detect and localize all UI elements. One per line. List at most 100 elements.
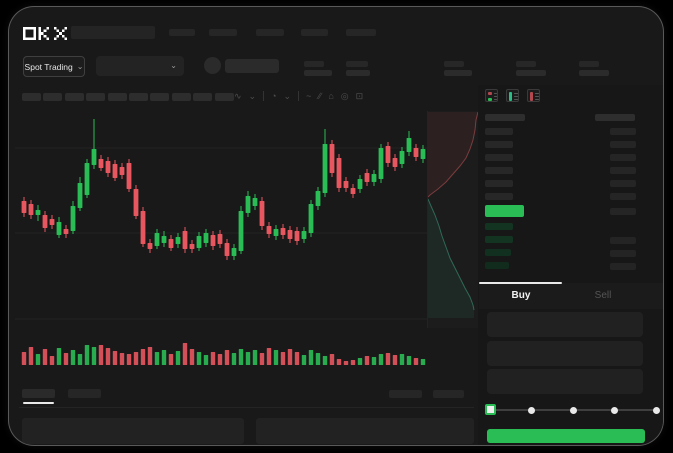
history-tab-skeleton[interactable] <box>68 389 101 398</box>
bottom-action-skeleton-1[interactable] <box>389 390 422 398</box>
ask-row-amount-skeleton-3[interactable] <box>610 154 636 161</box>
nav-item-skeleton-5[interactable] <box>346 29 376 36</box>
amount-input-skeleton[interactable] <box>487 341 643 366</box>
stat-value-skeleton-4 <box>516 70 546 76</box>
bid-row-price-skeleton-1[interactable] <box>485 223 513 230</box>
timeframe-button-skeleton-4[interactable] <box>86 93 105 101</box>
icon-mark <box>535 99 539 100</box>
nav-item-skeleton-1[interactable] <box>169 29 195 36</box>
ask-row-price-skeleton-2[interactable] <box>485 141 513 148</box>
coin-avatar[interactable] <box>204 57 221 74</box>
toolbar-divider <box>298 91 300 101</box>
timeframe-button-skeleton-10[interactable] <box>215 93 234 101</box>
timeframe-button-skeleton-1[interactable] <box>22 93 41 101</box>
slider-stop-2[interactable] <box>528 406 535 414</box>
last-price-highlight[interactable] <box>485 205 524 217</box>
market-type-label: Spot Trading <box>24 61 73 72</box>
bid-row-price-skeleton-4[interactable] <box>485 262 509 269</box>
slider-stop-3[interactable] <box>569 406 577 414</box>
timeframe-button-skeleton-8[interactable] <box>172 93 191 101</box>
slider-stop-4[interactable] <box>611 406 618 414</box>
timeframe-button-skeleton-6[interactable] <box>129 93 148 101</box>
ask-row-price-skeleton-5[interactable] <box>485 180 513 187</box>
buy-submit-button[interactable] <box>487 429 645 443</box>
timeframe-button-skeleton-5[interactable] <box>108 93 127 101</box>
market-type-selector[interactable]: Spot Trading ⌄ <box>23 56 85 77</box>
stat-value-skeleton-5 <box>579 70 609 76</box>
slider-handle[interactable] <box>484 404 496 415</box>
ask-row-amount-skeleton-6[interactable] <box>610 193 636 200</box>
stat-label-skeleton-2 <box>346 61 368 67</box>
bid-row-amount-skeleton-4[interactable] <box>610 263 636 270</box>
toolbar-divider <box>263 91 265 101</box>
total-input-skeleton[interactable] <box>487 369 643 394</box>
depth-chart <box>427 111 479 318</box>
bottom-active-tab-indicator <box>23 402 54 404</box>
order-history-box-skeleton <box>256 418 474 444</box>
stat-label-skeleton-5 <box>579 61 599 67</box>
settings-icon[interactable]: ◎ <box>340 90 349 101</box>
icon-mark <box>514 96 518 97</box>
icon-mark <box>514 99 518 100</box>
pair-selector[interactable]: ⌄ <box>96 56 184 76</box>
tab-sell[interactable]: Sell <box>594 290 612 301</box>
ask-row-amount-skeleton-1[interactable] <box>610 128 636 135</box>
interval-icon[interactable]: ◔ <box>271 91 277 101</box>
chevron-down-icon: ⌄ <box>170 61 177 70</box>
stat-value-skeleton-2 <box>346 70 370 76</box>
orders-tab-skeleton[interactable] <box>22 389 55 398</box>
slider-stop-5[interactable] <box>652 406 660 414</box>
last-price-amount-skeleton <box>610 208 636 215</box>
interval-chevron-icon[interactable]: ⌄ <box>283 90 292 101</box>
nav-item-skeleton-4[interactable] <box>301 29 328 36</box>
bid-row-price-skeleton-2[interactable] <box>485 236 513 243</box>
bid-row-amount-skeleton-3[interactable] <box>610 250 636 257</box>
bid-row-amount-skeleton-2[interactable] <box>610 237 636 244</box>
ask-row-price-skeleton-4[interactable] <box>485 167 513 174</box>
screenshot-icon[interactable]: ⌂ <box>328 91 334 101</box>
tab-buy[interactable]: Buy <box>511 290 531 301</box>
ask-row-price-skeleton-1[interactable] <box>485 128 513 135</box>
icon-mark <box>494 93 497 94</box>
bid-row-price-skeleton-3[interactable] <box>485 249 511 256</box>
timeframe-button-skeleton-9[interactable] <box>193 93 212 101</box>
timeframe-button-skeleton-3[interactable] <box>65 93 84 101</box>
device-frame: Spot Trading ⌄ ⌄ ∿ ⌄ ◔ ⌄ ~ ∕∕ ⌂ ◎ ⊡ <box>8 6 664 446</box>
bottom-divider <box>19 407 474 408</box>
candlestick-chart[interactable] <box>15 109 429 393</box>
fullscreen-icon[interactable]: ⊡ <box>355 90 364 101</box>
nav-item-skeleton-2[interactable] <box>209 29 237 36</box>
nav-item-skeleton-3[interactable] <box>256 29 284 36</box>
indicator-icon[interactable]: ~ <box>306 91 312 101</box>
timeframe-button-skeleton-7[interactable] <box>150 93 169 101</box>
active-tab-indicator <box>479 282 562 284</box>
ask-row-amount-skeleton-2[interactable] <box>610 141 636 148</box>
depth-chart-panel <box>427 111 479 328</box>
icon-mark <box>509 92 512 101</box>
trade-tabbar <box>479 283 663 309</box>
icon-mark <box>535 93 539 94</box>
ask-row-price-skeleton-6[interactable] <box>485 193 513 200</box>
icon-mark <box>488 92 492 95</box>
stat-label-skeleton-4 <box>516 61 536 67</box>
okx-logo[interactable] <box>23 27 67 40</box>
compare-icon[interactable]: ∕∕ <box>318 91 322 101</box>
book-asks-icon[interactable] <box>527 89 540 102</box>
ask-row-amount-skeleton-5[interactable] <box>610 180 636 187</box>
bottom-action-skeleton-2[interactable] <box>433 390 464 398</box>
chart-type-chevron-icon[interactable]: ⌄ <box>248 90 257 101</box>
book-all-icon[interactable] <box>485 89 498 102</box>
icon-mark <box>494 99 497 100</box>
price-input-skeleton[interactable] <box>487 312 643 337</box>
chart-tools: ∿ ⌄ ◔ ⌄ ~ ∕∕ ⌂ ◎ ⊡ <box>234 89 363 103</box>
logo-adjacent-skeleton <box>71 26 155 39</box>
timeframe-button-skeleton-2[interactable] <box>43 93 62 101</box>
stat-label-skeleton-1 <box>304 61 324 67</box>
app-content: Spot Trading ⌄ ⌄ ∿ ⌄ ◔ ⌄ ~ ∕∕ ⌂ ◎ ⊡ <box>9 7 663 445</box>
ask-row-price-skeleton-3[interactable] <box>485 154 513 161</box>
icon-mark <box>530 92 533 101</box>
ask-row-amount-skeleton-4[interactable] <box>610 167 636 174</box>
book-bids-icon[interactable] <box>506 89 519 102</box>
chart-type-icon[interactable]: ∿ <box>234 90 242 101</box>
